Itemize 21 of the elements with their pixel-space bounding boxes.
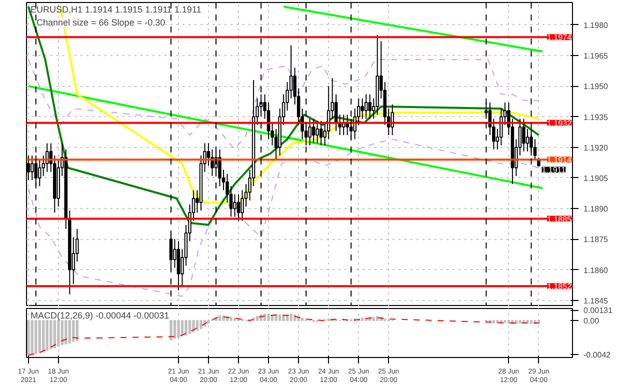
text: Channel size = 66 Slope = -0.30	[36, 18, 166, 28]
y-tick-label: 1.1875	[584, 235, 609, 244]
ref-line-label: 1.1885	[547, 214, 572, 224]
y-tick-label: 1.1845	[584, 296, 609, 306]
y-tick-label: 1.1935	[584, 112, 609, 122]
annotation: 1.1911	[542, 166, 566, 175]
ref-line-label: 1.1974	[547, 33, 572, 42]
y-tick-label: 1.1890	[584, 204, 609, 214]
y-tick-label: 1.1950	[584, 82, 609, 92]
chart-title: MACD(12,26,9) -0.00044 -0.00031	[30, 310, 170, 320]
ref-line-label: 1.1852	[547, 282, 572, 292]
y-tick-label: -0.0042	[584, 350, 612, 360]
y-tick-label: 1.1860	[584, 266, 609, 275]
y-tick-label: 0.00131	[584, 306, 613, 316]
y-tick-label: 0.00	[584, 316, 600, 326]
ref-line-label: 1.1932	[547, 118, 572, 128]
y-tick-label: 1.1920	[584, 143, 609, 152]
y-tick-label: 1.1965	[584, 52, 609, 61]
ref-line-label: 1.1914	[547, 156, 572, 165]
y-tick-label: 1.1905	[584, 174, 609, 183]
y-tick-label: 1.1980	[584, 20, 609, 30]
